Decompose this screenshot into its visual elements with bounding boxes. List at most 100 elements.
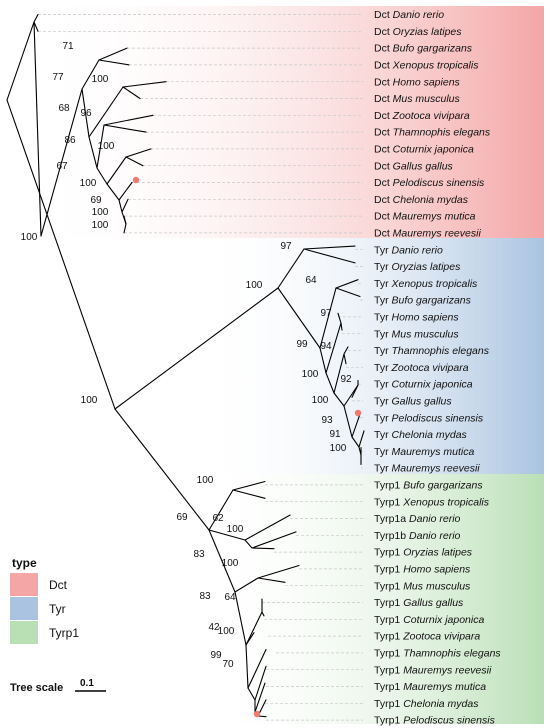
tip-species: Pelodiscus sinensis <box>393 177 485 189</box>
tip-gene: Tyr <box>374 362 392 374</box>
tree-branch <box>98 47 128 61</box>
tree-branch <box>208 529 236 593</box>
tip-label: Tyr Coturnix japonica <box>374 379 473 391</box>
tip-species: Mus musculus <box>393 93 461 105</box>
tip-label: Dct Xenopus tropicalis <box>374 60 479 72</box>
tip-species: Gallus gallus <box>403 597 464 609</box>
tip-label: Tyr Mus musculus <box>374 328 459 340</box>
tip-species: Gallus gallus <box>392 396 453 408</box>
tree-branch <box>251 547 275 550</box>
support-value: 83 <box>199 591 211 602</box>
tip-species: Bufo gargarizans <box>392 295 472 307</box>
support-value: 83 <box>193 549 205 560</box>
tree-branch <box>234 577 259 593</box>
tree-branch <box>343 405 353 438</box>
tip-species: Mauremys reevesii <box>403 664 492 676</box>
support-value: 99 <box>296 339 308 350</box>
tip-label: Tyr Danio rerio <box>374 244 443 256</box>
support-value: 100 <box>246 280 263 291</box>
tree-branch <box>114 408 210 531</box>
tip-label: Dct Coturnix japonica <box>374 144 474 156</box>
tip-label: Tyr Mauremys mutica <box>374 446 475 458</box>
support-value: 99 <box>210 650 222 661</box>
tip-gene: Tyrp1 <box>374 547 403 559</box>
tree-branch <box>254 665 267 701</box>
tree-branch <box>325 372 335 394</box>
tree-branch <box>277 248 305 289</box>
support-value: 100 <box>312 395 329 406</box>
tip-gene: Tyrp1 <box>374 681 403 693</box>
support-value: 96 <box>80 108 92 119</box>
support-value: 77 <box>52 72 64 83</box>
tree-branch <box>122 81 167 88</box>
tip-label: Tyrp1 Zootoca vivipara <box>374 631 480 643</box>
support-value: 97 <box>320 308 332 319</box>
tree-branch <box>303 248 356 264</box>
support-value: 100 <box>81 395 98 406</box>
tip-species: Xenopus tropicalis <box>392 60 480 72</box>
node-marker <box>253 710 261 718</box>
tip-gene: Tyrp1 <box>374 664 403 676</box>
tip-label: Tyr Homo sapiens <box>374 312 459 324</box>
tree-branch <box>106 183 120 201</box>
tip-label: Tyrp1 Homo sapiens <box>374 564 471 576</box>
tree-branch <box>234 591 247 646</box>
tree-branch <box>257 577 286 583</box>
node-marker <box>354 409 362 417</box>
support-value: 94 <box>320 341 332 352</box>
support-value: 100 <box>302 369 319 380</box>
tip-label: Tyr Pelodiscus sinensis <box>374 412 484 424</box>
tip-label: Tyrp1 Mauremys mutica <box>374 681 486 693</box>
tip-gene: Dct <box>374 76 393 88</box>
tip-label: Tyrp1 Bufo gargarizans <box>374 480 483 492</box>
tree-branch <box>343 353 347 365</box>
tree-branch <box>319 287 337 349</box>
support-value: 100 <box>98 141 115 152</box>
tree-branch <box>325 322 342 374</box>
tip-label: Tyrp1 Xenopus tropicalis <box>374 496 490 508</box>
support-value: 91 <box>329 429 341 440</box>
tip-species: Chelonia mydas <box>403 698 479 710</box>
tip-gene: Dct <box>374 43 393 55</box>
support-value: 62 <box>212 513 224 524</box>
tip-gene: Tyr <box>374 446 392 458</box>
tip-gene: Tyrp1 <box>374 597 403 609</box>
tip-gene: Tyrp1b <box>374 530 409 542</box>
support-value: 100 <box>330 443 347 454</box>
tip-gene: Dct <box>374 26 393 38</box>
tip-gene: Tyr <box>374 278 392 290</box>
tip-species: Danio rerio <box>392 244 444 256</box>
tip-label: Tyr Mauremys reevesii <box>374 463 480 475</box>
tree-branch <box>123 215 127 225</box>
tree-branch <box>88 136 98 169</box>
tip-gene: Tyr <box>374 261 392 273</box>
tree-branch <box>343 384 359 407</box>
tip-label: Tyr Bufo gargarizans <box>374 295 472 307</box>
tree-branch <box>261 611 265 617</box>
support-value: 100 <box>197 475 214 486</box>
tip-species: Xenopus tropicalis <box>391 278 479 290</box>
tree-branch <box>277 287 321 349</box>
tip-species: Mauremys mutica <box>393 211 476 223</box>
tip-gene: Tyrp1 <box>374 715 403 727</box>
tree-branch <box>103 114 154 126</box>
tip-label: Tyr Chelonia mydas <box>374 429 468 441</box>
tree-branch <box>114 287 279 410</box>
tip-label: Dct Chelonia mydas <box>374 194 469 206</box>
tip-gene: Tyrp1 <box>374 631 403 643</box>
tip-gene: Tyrp1 <box>374 698 403 710</box>
tree-branch <box>340 322 343 331</box>
tip-gene: Tyrp1 <box>374 480 403 492</box>
legend-swatch-tyr <box>10 597 38 620</box>
tip-gene: Dct <box>374 127 393 139</box>
tyrp1-clade-band <box>200 474 544 724</box>
support-value: 86 <box>64 135 76 146</box>
tip-label: Tyrp1 Chelonia mydas <box>374 698 479 710</box>
tip-species: Chelonia mydas <box>393 194 469 206</box>
tree-branch <box>6 21 35 101</box>
tip-species: Bufo gargarizans <box>403 480 483 492</box>
support-value: 93 <box>321 415 333 426</box>
tip-species: Zootoca vivipara <box>392 110 470 122</box>
